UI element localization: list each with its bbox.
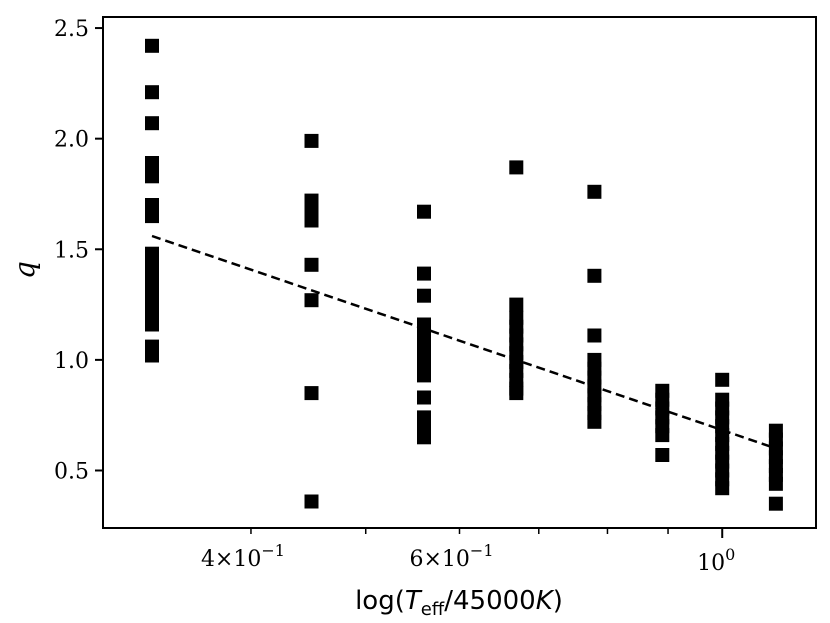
x-tick-label: 100 <box>697 545 735 576</box>
data-point <box>587 414 602 429</box>
data-point <box>145 290 159 305</box>
x-axis-label: log(Teff/45000K) <box>355 586 563 620</box>
data-point <box>417 410 431 425</box>
data-point <box>587 328 602 343</box>
y-axis-label: q <box>8 261 41 279</box>
data-point <box>304 133 319 148</box>
y-tick-label: 2.0 <box>54 128 89 153</box>
data-point <box>715 372 730 387</box>
x-tick-label: 4×10−1 <box>201 541 285 572</box>
x-tick-label: 6×10−1 <box>409 541 493 572</box>
data-point <box>587 184 602 199</box>
data-point <box>509 160 524 175</box>
y-tick-label: 1.0 <box>54 349 89 374</box>
data-point <box>145 348 159 363</box>
data-point <box>655 448 670 462</box>
axes: 0.5 1.0 1.5 2.0 2.5 100 4×10−1 6×10−1 <box>54 17 735 576</box>
plot-frame <box>102 16 817 529</box>
y-tick-label: 1.5 <box>54 238 89 263</box>
data-point <box>145 116 159 131</box>
data-point <box>417 204 431 219</box>
data-point <box>145 38 159 53</box>
data-point <box>417 288 431 303</box>
data-point <box>587 268 602 283</box>
data-point <box>417 368 431 383</box>
data-point <box>417 266 431 281</box>
data-point <box>145 255 159 270</box>
data-point <box>145 169 159 184</box>
data-point <box>304 494 319 509</box>
data-point <box>145 85 159 100</box>
data-point <box>145 304 159 319</box>
data-point <box>304 257 319 272</box>
data-point <box>509 386 524 401</box>
data-point <box>715 481 730 496</box>
data-point <box>304 293 319 308</box>
data-point <box>417 430 431 445</box>
data-point <box>509 297 524 312</box>
data-point <box>417 390 431 405</box>
data-point <box>145 209 159 224</box>
data-point <box>768 496 783 511</box>
data-point <box>304 386 319 401</box>
fit-line <box>151 234 777 450</box>
data-point <box>145 317 159 332</box>
data-point <box>304 213 319 228</box>
y-tick-label: 2.5 <box>54 17 89 42</box>
data-point <box>655 428 670 443</box>
y-tick-label: 0.5 <box>54 459 89 484</box>
data-point <box>768 476 783 491</box>
plot-area <box>145 38 783 511</box>
